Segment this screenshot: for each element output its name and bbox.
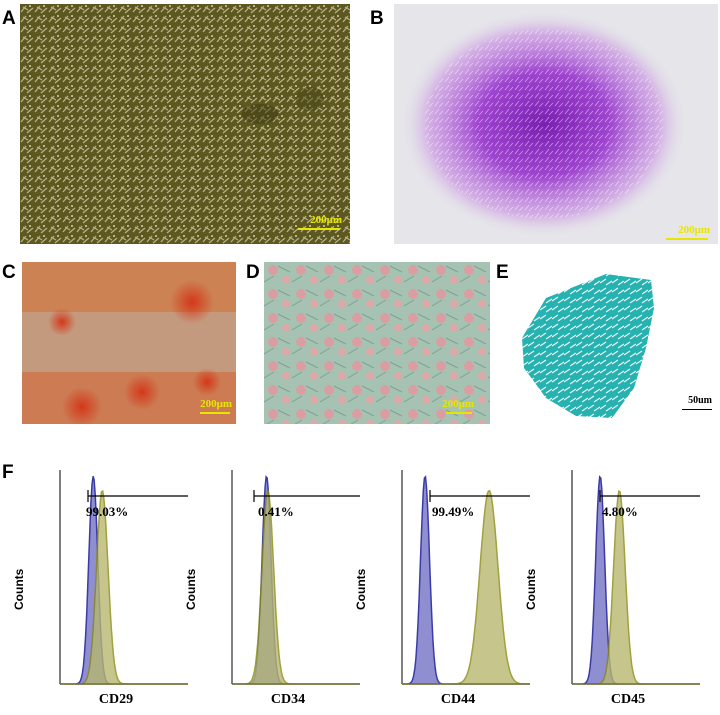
histogram-cd45: 4.80% CD45 Counts [524,462,704,707]
histogram-cd44-percent: 99.49% [432,504,475,519]
panel-letter-e: E [496,262,509,283]
scale-label-b: 200μm [678,224,710,236]
panel-letter-a: A [2,8,16,29]
histogram-cd34-control [232,475,360,685]
panel-letter-c: C [2,262,16,283]
histogram-cd34-marker [232,489,360,685]
micrograph-e: 50um [516,268,718,428]
histogram-cd44-svg [401,470,530,685]
histogram-cd34-percent: 0.41% [258,504,294,519]
micrograph-a: 200μm [20,4,350,244]
micrograph-e-pellet [522,274,654,418]
panel-letter-d: D [246,262,260,283]
histogram-cd29: 99.03% CD29 Counts [12,462,192,707]
scale-bar-e [682,409,712,410]
scale-label-c: 200μm [200,398,232,410]
histogram-cd29-percent: 99.03% [86,504,129,519]
histogram-cd45-marker [572,489,700,685]
histogram-cd34-svg [231,470,360,685]
histogram-cd29-xlabel: CD29 [98,692,134,707]
histogram-cd29-marker [60,489,188,685]
scale-label-e: 50um [688,395,712,406]
histogram-cd34-ylabel: Counts [184,568,198,610]
scale-label-a: 200μm [310,214,342,226]
histogram-cd44: 99.49% CD44 Counts [354,462,534,707]
micrograph-d: 200μm [264,262,490,424]
histogram-cd45-xlabel: CD45 [610,692,646,707]
micrograph-a-texture [20,4,350,244]
histogram-cd34: 0.41% CD34 Counts [184,462,364,707]
micrograph-b: 200μm [394,4,718,244]
scale-bar-c [200,412,230,414]
micrograph-d-texture [264,262,490,424]
histogram-cd45-svg [571,470,700,685]
histogram-cd45-percent: 4.80% [602,504,638,519]
histogram-cd34-xlabel: CD34 [270,692,306,707]
panel-letter-f: F [2,462,14,483]
histogram-cd29-ylabel: Counts [12,568,26,610]
scale-bar-d [446,412,472,414]
histogram-cd45-ylabel: Counts [524,568,538,610]
micrograph-c-texture [22,262,236,424]
histogram-cd29-svg [59,470,188,685]
scale-bar-a [298,228,340,230]
scale-label-d: 200μm [442,398,474,410]
histogram-cd44-ylabel: Counts [354,568,368,610]
histogram-cd44-marker [402,489,530,685]
histogram-cd44-xlabel: CD44 [440,692,476,707]
panel-letter-b: B [370,8,384,29]
micrograph-c: 200μm [22,262,236,424]
scale-bar-b [666,238,708,240]
micrograph-b-colony [399,9,689,239]
